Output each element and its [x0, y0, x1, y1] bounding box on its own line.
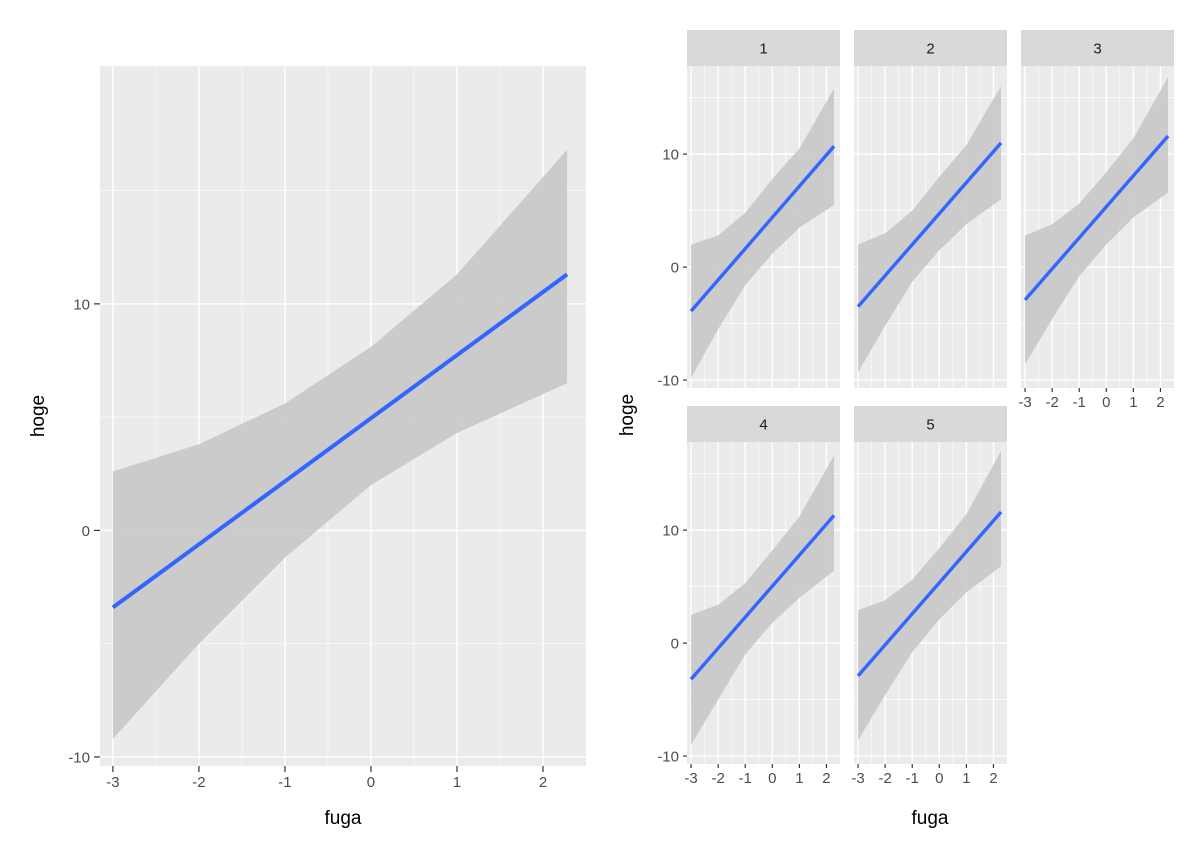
x-tick-label: -2 [192, 774, 205, 791]
facet-strip-background [854, 30, 1007, 66]
x-tick-label: 1 [962, 770, 970, 787]
x-tick-label: -1 [906, 770, 919, 787]
fit-line [856, 141, 1003, 308]
facet-strip-4: 4 [687, 406, 840, 442]
facet-panel-2 [854, 66, 1007, 388]
x-tick-label: -1 [1073, 394, 1086, 411]
y-tick-label: 0 [671, 636, 679, 653]
facet-strip-label: 1 [759, 41, 767, 58]
x-tick-label: -2 [711, 770, 724, 787]
x-tick-label: 0 [935, 770, 943, 787]
y-tick-label: -10 [68, 749, 90, 766]
y-tick-label: 10 [662, 147, 679, 164]
fit-line [856, 510, 1003, 677]
facet-strip-background [687, 30, 840, 66]
facet-strip-3: 3 [1021, 30, 1174, 66]
x-tick-label: -3 [684, 770, 697, 787]
x-tick-label: 1 [453, 774, 461, 791]
x-tick-label: -2 [1045, 394, 1058, 411]
left-x-axis-title: fuga [325, 808, 362, 829]
facet-strip-2: 2 [854, 30, 1007, 66]
x-tick-label: 1 [795, 770, 803, 787]
facet-panel-3: -3 -2 -1 0 1 2 [1018, 66, 1174, 411]
x-tick-label: 2 [1156, 394, 1164, 411]
y-tick-label: -10 [657, 748, 679, 765]
facet-strip-label: 4 [759, 417, 767, 434]
x-tick-label: -2 [878, 770, 891, 787]
fit-line [689, 514, 836, 681]
facet-strip-label: 5 [926, 417, 934, 434]
y-tick-label: 0 [82, 523, 90, 540]
fit-line [689, 145, 836, 313]
facet-strip-background [1021, 30, 1174, 66]
left-y-axis-title: hoge [28, 395, 49, 437]
confidence-ribbon [691, 455, 834, 745]
fit-line [111, 272, 569, 610]
y-tick-label: -10 [657, 372, 679, 389]
fit-line [1023, 134, 1170, 301]
x-tick-label: -3 [106, 774, 119, 791]
facet-strip-5: 5 [854, 406, 1007, 442]
confidence-ribbon [691, 88, 834, 378]
facet-panel-1: -10 0 10 [657, 66, 840, 389]
x-tick-label: -1 [739, 770, 752, 787]
x-tick-label: -3 [851, 770, 864, 787]
confidence-ribbon [858, 86, 1001, 373]
x-tick-label: 0 [367, 774, 375, 791]
facet-strip-label: 3 [1093, 41, 1101, 58]
x-tick-label: -3 [1018, 394, 1031, 411]
facet-strip-label: 2 [926, 41, 934, 58]
x-tick-label: 0 [768, 770, 776, 787]
facet-panel-5: -3 -2 -1 0 1 2 [851, 442, 1007, 787]
confidence-ribbon [112, 149, 568, 739]
y-tick-label: 0 [671, 260, 679, 277]
x-tick-label: 2 [539, 774, 547, 791]
x-tick-label: 2 [822, 770, 830, 787]
x-tick-label: 0 [1102, 394, 1110, 411]
right-y-axis-title: hoge [617, 394, 638, 436]
y-tick-label: 10 [662, 523, 679, 540]
right-x-axis-title: fuga [912, 808, 949, 829]
confidence-ribbon [1025, 77, 1168, 365]
y-tick-label: 10 [73, 296, 90, 313]
facet-strip-background [687, 406, 840, 442]
x-tick-label: 1 [1129, 394, 1137, 411]
facet-strip-1: 1 [687, 30, 840, 66]
x-tick-label: 2 [989, 770, 997, 787]
x-tick-label: -1 [278, 774, 291, 791]
facet-strip-background [854, 406, 1007, 442]
